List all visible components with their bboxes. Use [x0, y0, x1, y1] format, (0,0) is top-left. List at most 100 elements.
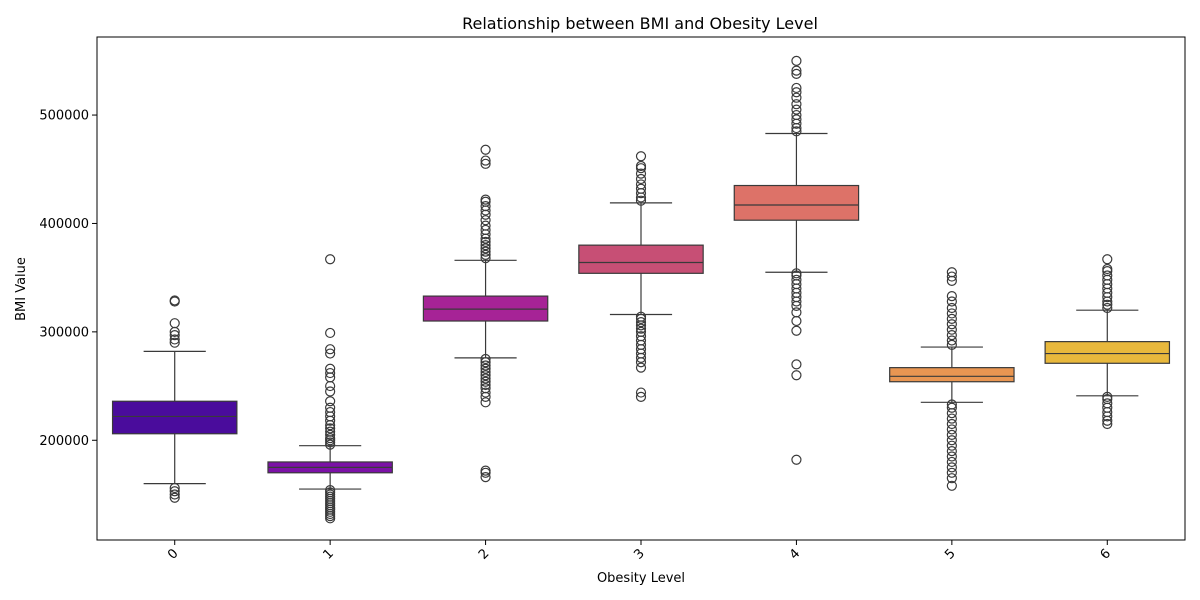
- outlier-point: [325, 429, 336, 440]
- outlier-point: [169, 334, 180, 345]
- outlier-point: [480, 379, 491, 391]
- outlier-point: [791, 55, 802, 66]
- outlier-point: [325, 402, 336, 413]
- outlier-point: [946, 473, 957, 484]
- outlier-point: [946, 290, 957, 302]
- outlier-point: [325, 386, 336, 397]
- outlier-point: [791, 325, 802, 336]
- outlier-point: [480, 472, 491, 483]
- outlier-point: [791, 92, 802, 103]
- outlier-point: [946, 440, 957, 451]
- outlier-point: [635, 168, 647, 179]
- outlier-point: [480, 194, 491, 205]
- box-group-0: [111, 295, 238, 503]
- outlier-point: [480, 465, 491, 476]
- outlier-point: [791, 87, 802, 98]
- outlier-point: [325, 344, 336, 355]
- outlier-point: [480, 360, 491, 371]
- y-axis: 200000 300000 400000 500000: [39, 109, 97, 449]
- y-tick-label: 300000: [39, 325, 89, 340]
- outlier-point: [791, 370, 802, 381]
- outlier-point: [325, 380, 336, 392]
- outlier-point: [1102, 263, 1113, 275]
- outlier-point: [480, 353, 491, 365]
- iqr-box: [111, 400, 238, 435]
- outlier-point: [635, 195, 647, 206]
- outlier-point: [480, 383, 491, 394]
- iqr-box: [578, 244, 704, 274]
- outlier-point: [325, 485, 336, 496]
- outlier-point: [946, 413, 957, 424]
- outlier-point: [480, 243, 491, 254]
- outlier-point: [946, 319, 957, 330]
- outlier-point: [946, 456, 957, 468]
- box-group-3: [578, 151, 704, 403]
- outlier-point: [791, 359, 802, 370]
- outlier-point: [946, 302, 957, 314]
- outlier-point: [791, 114, 802, 125]
- outlier-point: [325, 254, 336, 265]
- outlier-point: [1102, 418, 1113, 430]
- outlier-point: [480, 363, 491, 374]
- outlier-point: [169, 489, 180, 500]
- plot-area: [111, 55, 1171, 524]
- outlier-point: [480, 215, 491, 226]
- outlier-point: [635, 317, 647, 328]
- outlier-point: [946, 308, 957, 319]
- x-axis-label: Obesity Level: [597, 571, 685, 586]
- outlier-point: [946, 313, 957, 324]
- x-tick-label: 6: [1098, 546, 1114, 562]
- x-tick-label: 1: [321, 546, 337, 562]
- outlier-point: [325, 327, 336, 339]
- outlier-point: [946, 402, 957, 413]
- outlier-point: [635, 391, 647, 403]
- outlier-point: [169, 330, 180, 341]
- box-group-6: [1044, 254, 1171, 430]
- outlier-point: [635, 151, 647, 162]
- outlier-point: [325, 396, 336, 407]
- outlier-point: [635, 311, 647, 322]
- outlier-point: [169, 482, 180, 494]
- outlier-point: [169, 486, 180, 497]
- outlier-point: [325, 367, 336, 379]
- outlier-point: [946, 324, 957, 335]
- outlier-point: [169, 337, 180, 348]
- outlier-point: [480, 357, 491, 368]
- outlier-point: [791, 104, 802, 115]
- outlier-point: [325, 363, 336, 374]
- outlier-point: [480, 366, 491, 378]
- outlier-point: [791, 68, 802, 79]
- x-tick-label: 3: [631, 546, 647, 562]
- outlier-point: [1102, 302, 1113, 314]
- outlier-point: [1102, 391, 1113, 403]
- x-tick-label: 2: [476, 546, 492, 562]
- outlier-point: [480, 246, 491, 257]
- outlier-point: [791, 99, 802, 110]
- outlier-point: [946, 408, 957, 419]
- outlier-point: [946, 429, 957, 440]
- outlier-point: [480, 397, 491, 408]
- box-group-2: [422, 144, 549, 483]
- outlier-point: [635, 163, 647, 174]
- outlier-point: [946, 424, 957, 435]
- outlier-point: [480, 201, 491, 212]
- iqr-box: [733, 184, 860, 221]
- outlier-point: [791, 454, 802, 465]
- outlier-point: [325, 432, 336, 444]
- outlier-point: [791, 126, 802, 137]
- outlier-point: [1102, 270, 1113, 281]
- outlier-point: [791, 65, 802, 76]
- outlier-point: [635, 173, 647, 185]
- outlier-point: [480, 253, 491, 264]
- outlier-point: [480, 236, 491, 247]
- outlier-point: [791, 109, 802, 121]
- x-tick-label: 4: [787, 546, 803, 562]
- y-tick-label: 500000: [39, 109, 89, 124]
- outlier-point: [169, 295, 180, 306]
- outlier-point: [480, 373, 491, 384]
- outlier-point: [480, 224, 491, 236]
- outlier-point: [635, 326, 647, 337]
- outlier-point: [791, 315, 802, 327]
- outlier-point: [946, 467, 957, 478]
